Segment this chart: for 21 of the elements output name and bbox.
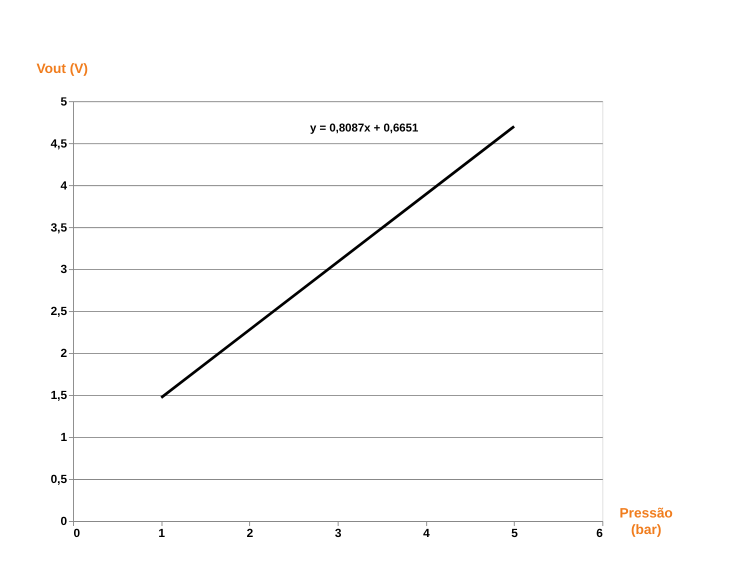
- y-tick-label: 2: [60, 346, 68, 360]
- annotation: y = 0,8087x + 0,6651: [310, 122, 419, 134]
- y-tick-label: 5: [60, 94, 68, 108]
- y-tick-label: 4: [60, 178, 68, 192]
- x-tick-label: 6: [596, 526, 604, 540]
- x-tick-label: 2: [246, 526, 254, 540]
- x-tick-label: 4: [423, 526, 430, 540]
- y-tick-label: 4,5: [50, 136, 68, 150]
- y-tick-label: 1,5: [50, 388, 68, 402]
- x-tick-label: 1: [158, 526, 166, 540]
- y-tick-label: 3: [60, 262, 68, 276]
- y-tick-label: 3,5: [50, 220, 68, 234]
- y-tick-label: 1: [60, 430, 68, 444]
- y-tick-label: 0,5: [50, 472, 68, 486]
- x-tick-label: 3: [334, 526, 342, 540]
- x-axis-title: Pressão (bar): [620, 505, 673, 537]
- x-tick-label: 0: [73, 526, 80, 540]
- y-tick-label: 0: [60, 514, 68, 528]
- x-tick-label: 5: [511, 526, 518, 540]
- y-tick-label: 2,5: [50, 304, 68, 318]
- y-axis-title: Vout (V): [36, 60, 88, 76]
